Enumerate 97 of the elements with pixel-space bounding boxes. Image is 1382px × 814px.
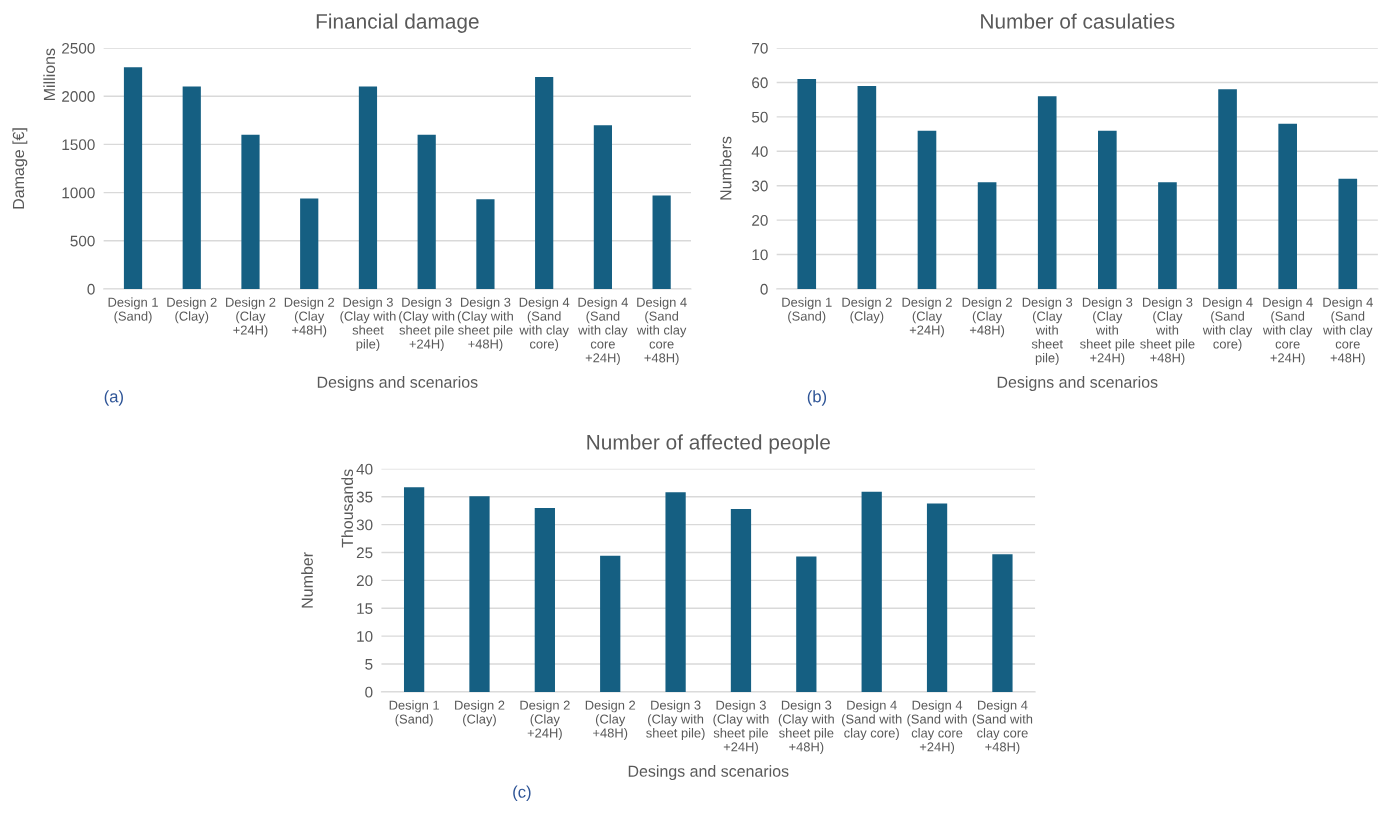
bar — [535, 76, 554, 289]
y-tick-label: 40 — [356, 463, 373, 475]
x-tick-label: Design 4 (Sand with clay core +48H) — [1323, 297, 1373, 365]
y-tick-label: 500 — [70, 235, 95, 247]
text: (a) — [104, 390, 123, 406]
y-tick-label: 40 — [751, 146, 768, 157]
bar — [300, 198, 319, 289]
bar — [1098, 130, 1117, 289]
x-tick-label: Design 2 (Clay +48H) — [585, 700, 636, 741]
y-tick-label: 0 — [760, 283, 768, 295]
x-tick-label: Design 2 (Clay +24H) — [902, 297, 952, 338]
bar — [417, 134, 436, 289]
bar — [1218, 89, 1237, 289]
bar — [403, 487, 425, 692]
y-tick-label: 1000 — [62, 187, 95, 199]
x-tick-label: Design 4 (Sand with clay core +24H) — [1262, 297, 1313, 365]
bar — [593, 125, 612, 289]
bar — [1158, 182, 1177, 289]
x-tick-label: Design 4 (Sand with clay core) — [519, 297, 570, 352]
text: Thousands — [341, 469, 354, 548]
bar — [182, 86, 201, 289]
y-tick-label: 35 — [356, 491, 373, 503]
bar — [476, 199, 495, 289]
x-tick-label: Design 4 (Sand with clay core +48H) — [972, 700, 1033, 755]
y-tick-label: 5 — [365, 659, 373, 670]
bar — [469, 496, 490, 692]
y-axis-title: Numbers — [719, 136, 732, 200]
x-tick-label: Design 3 (Clay with sheet pile) — [1022, 297, 1073, 365]
bar — [600, 555, 621, 692]
x-tick-label: Design 4 (Sand with clay core +24H) — [578, 297, 629, 365]
y-tick-label: 0 — [365, 686, 373, 698]
y-tick-label: 50 — [751, 111, 768, 123]
x-tick-label: Design 1 (Sand) — [108, 297, 158, 324]
bar — [241, 134, 260, 289]
bar — [977, 182, 997, 289]
x-tick-label: Design 2 (Clay +48H) — [284, 297, 335, 338]
y-axis-title: Damage [€] — [12, 128, 28, 209]
x-tick-label: Design 4 (Sand with clay core +24H) — [907, 700, 967, 755]
bar — [730, 509, 752, 692]
x-axis-title: Designs and scenarios — [317, 376, 478, 391]
chart-title: Number of casulaties — [981, 13, 1175, 29]
bar — [1338, 178, 1358, 289]
bar — [1278, 123, 1297, 289]
chart-title: Number of affected people — [587, 434, 830, 454]
y-tick-label: 20 — [752, 215, 768, 226]
y-tick-label: 15 — [357, 603, 373, 614]
x-tick-label: Design 2 (Clay) — [455, 700, 505, 727]
x-tick-label: Design 2 (Clay +48H) — [962, 297, 1012, 338]
text: (b) — [807, 390, 827, 406]
x-tick-label: Design 3 (Clay with sheet pile +48H) — [778, 700, 834, 755]
x-tick-label: Design 3 (Clay with sheet pile +24H) — [713, 700, 769, 755]
y-tick-label: 1500 — [62, 139, 95, 151]
y-axis-title: Number — [301, 552, 313, 608]
x-axis-title: Desings and scenarios — [628, 765, 789, 781]
bar — [1037, 96, 1057, 289]
bar — [917, 130, 937, 289]
bar — [123, 67, 143, 289]
y-tick-label: 10 — [752, 249, 768, 261]
x-tick-label: Design 3 (Clay with sheet pile) — [340, 297, 396, 352]
text: Millions — [43, 48, 56, 100]
y-tick-label: 20 — [356, 575, 373, 587]
x-tick-label: Design 2 (Clay) — [167, 297, 217, 324]
chart-title: Financial damage — [316, 13, 479, 33]
bar — [992, 554, 1013, 692]
bar — [358, 86, 378, 289]
x-axis-title: Designs and scenarios — [997, 376, 1158, 391]
y-tick-label: 0 — [87, 283, 95, 295]
x-tick-label: Design 2 (Clay +24H) — [226, 297, 276, 338]
y-tick-label: 30 — [356, 519, 373, 531]
bar — [797, 79, 817, 289]
x-tick-label: Design 3 (Clay with sheet pile +24H) — [1080, 297, 1135, 365]
bar — [665, 492, 686, 692]
bar — [861, 491, 882, 692]
bar — [652, 195, 671, 289]
y-tick-label: 60 — [752, 77, 768, 89]
y-tick-label: 25 — [356, 547, 373, 559]
x-tick-label: Design 3 (Clay with sheet pile +48H) — [1140, 297, 1195, 365]
x-tick-label: Design 1 (Sand) — [389, 700, 439, 727]
bar — [796, 556, 817, 692]
x-tick-label: Design 4 (Sand with clay core +48H) — [636, 297, 687, 365]
x-tick-label: Design 1 (Sand) — [782, 297, 832, 324]
bar — [534, 507, 555, 692]
x-tick-label: Design 2 (Clay) — [842, 297, 892, 324]
x-tick-label: Design 3 (Clay with sheet pile +48H) — [457, 297, 513, 352]
bar — [857, 85, 877, 289]
y-tick-label: 70 — [752, 42, 768, 54]
y-tick-label: 2500 — [62, 42, 95, 54]
x-tick-label: Design 4 (Sand with clay core) — [1202, 297, 1253, 352]
x-tick-label: Design 4 (Sand with clay core) — [841, 700, 902, 741]
x-tick-label: Design 3 (Clay with sheet pile) — [646, 700, 705, 741]
text: (c) — [513, 785, 531, 802]
x-tick-label: Design 2 (Clay +24H) — [520, 700, 570, 741]
y-tick-label: 10 — [357, 631, 373, 642]
x-tick-label: Design 3 (Clay with sheet pile +24H) — [399, 297, 455, 352]
y-tick-label: 2000 — [62, 91, 95, 102]
y-tick-label: 30 — [751, 180, 768, 192]
bar — [926, 503, 948, 692]
